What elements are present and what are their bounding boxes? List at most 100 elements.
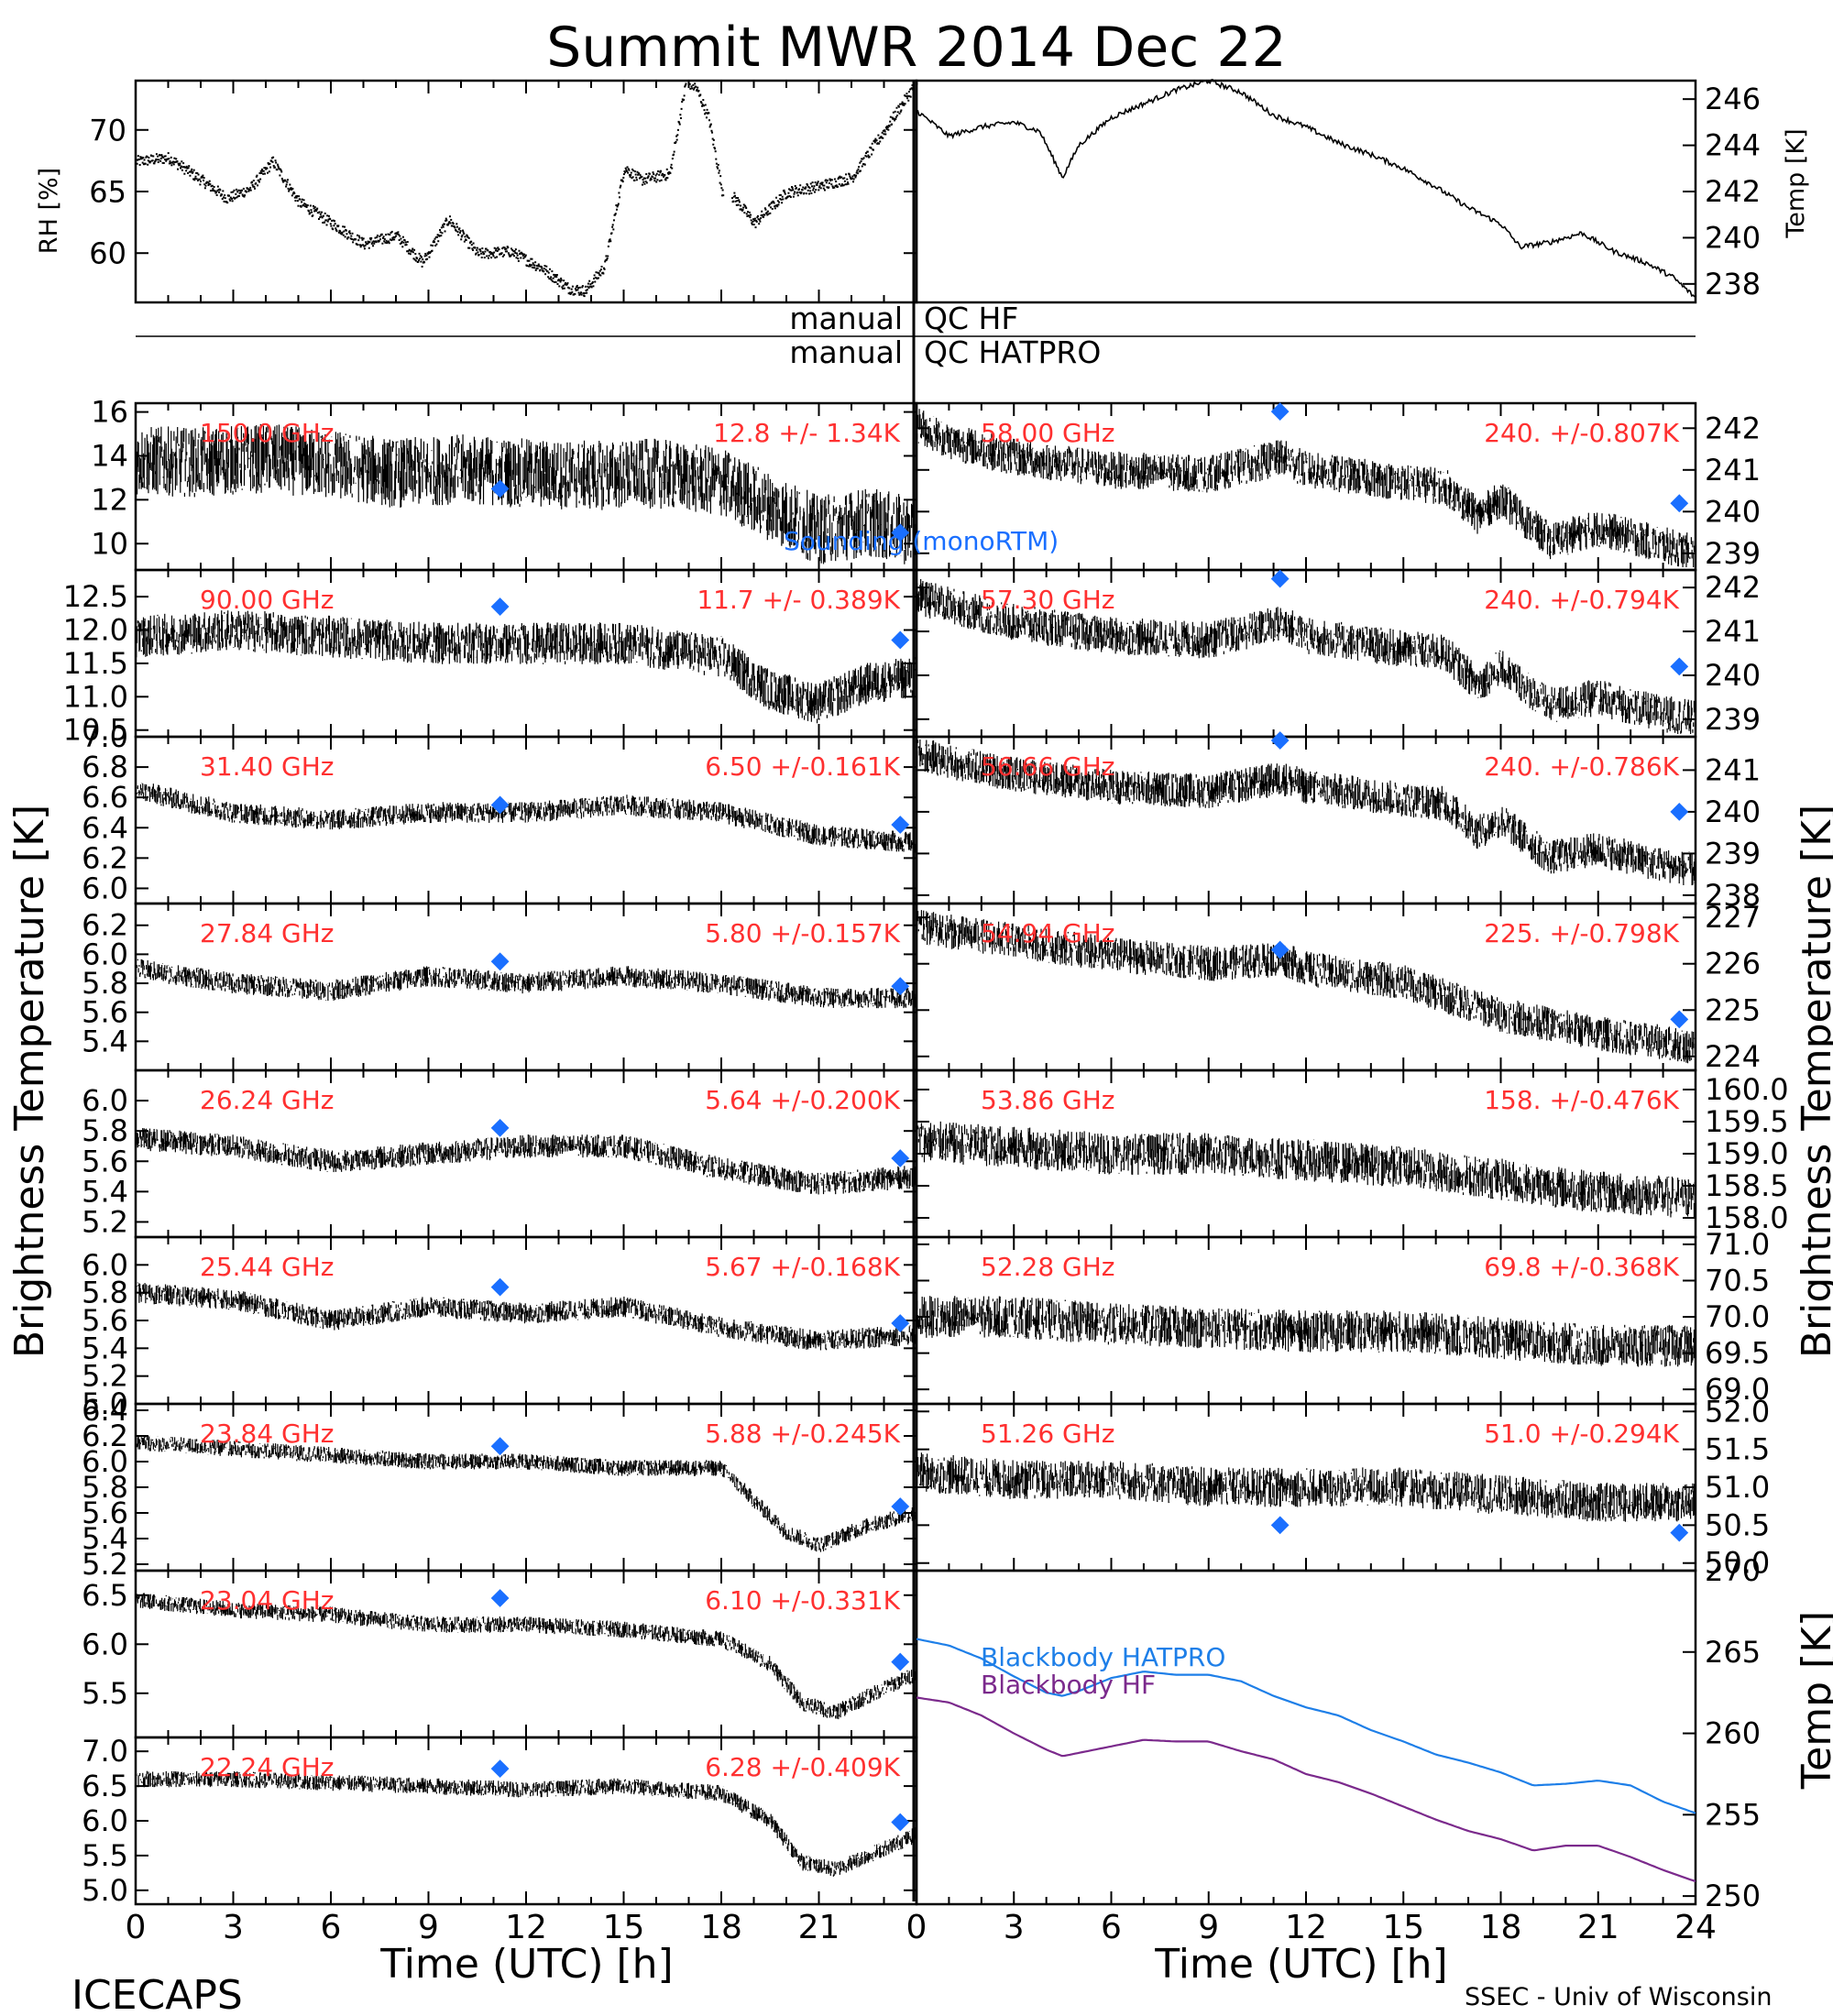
rh-point [345,236,346,237]
rh-point [749,216,751,218]
rh-point [158,159,159,160]
rh-point [200,181,202,182]
rh-point [752,224,753,225]
rh-point [152,155,154,157]
rh-point [769,203,771,205]
rh-point [156,153,158,155]
rh-point [576,285,578,287]
rh-point [329,218,331,220]
rh-point [472,249,474,251]
rh-point [568,287,570,289]
y-tick-label: 6.8 [82,750,128,784]
rh-point [796,187,797,189]
rh-point [895,118,896,120]
y-tick-label: 6.2 [82,908,128,943]
rh-point [222,190,224,192]
rh-point [820,187,822,189]
rh-point [365,241,367,243]
rh-point [286,181,288,183]
rh-point [275,159,277,161]
rh-point [732,201,734,203]
rh-point [811,185,813,187]
sounding-marker [891,816,909,834]
rh-point [636,179,638,181]
rh-point [582,292,584,294]
rh-point [285,186,287,188]
rh-point [488,257,489,259]
rh-point [180,167,181,169]
rh-point [177,169,179,170]
rh-point [481,247,483,249]
rh-point [746,213,748,214]
rh-point [635,177,637,179]
rh-point [263,170,265,172]
rh-point [611,232,613,234]
rh-point [775,197,777,199]
rh-point [509,254,510,256]
rh-point [873,149,874,151]
rh-point [456,226,458,228]
rh-point [228,195,230,197]
rh-point [866,156,868,158]
rh-point [501,252,503,254]
rh-point [168,158,170,159]
rh-point [236,189,237,191]
rh-point [541,268,543,269]
rh-point [774,207,776,209]
rh-point [679,124,681,126]
rh-point [330,225,332,227]
rh-point [843,184,845,186]
rh-point [782,198,784,200]
rh-point [322,216,324,218]
rh-point [615,213,617,214]
rh-point [138,159,140,160]
rh-point [232,200,234,202]
rh-point [418,259,420,261]
rh-point [327,221,329,223]
rh-point [424,253,426,255]
rh-point [404,239,406,241]
rh-point [342,225,344,227]
rh-point [440,231,442,233]
rh-point [335,230,337,232]
rh-point [612,224,614,225]
rh-point [906,95,907,97]
rh-point [181,160,182,162]
rh-point [851,178,853,180]
rh-point [187,172,189,174]
rh-point [389,234,390,236]
rh-point [324,213,326,214]
rh-point [175,158,177,159]
rh-point [332,228,334,230]
rh-point [678,122,680,124]
rh-point [893,117,895,119]
rh-point [882,137,884,139]
rh-point [261,169,263,170]
rh-point [487,249,488,251]
rh-point [532,262,534,264]
rh-point [183,173,185,175]
rh-point [669,172,671,174]
rh-point [379,238,381,240]
rh-point [879,140,881,142]
rh-point [843,177,845,179]
rh-point [170,162,171,164]
channel-points [136,610,916,723]
rh-point [251,181,253,183]
rh-point [826,181,828,183]
rh-point [341,233,343,235]
rh-point [561,279,563,281]
rh-point [202,177,203,179]
rh-point [521,253,523,255]
rh-point [275,162,277,164]
rh-point [618,192,620,193]
rh-point [326,214,328,216]
rh-point [457,234,459,236]
rh-point [430,245,432,247]
rh-point [203,177,205,179]
rh-point [172,161,174,163]
rh-point [781,202,783,203]
rh-point [780,194,782,196]
rh-point [585,286,587,288]
rh-point [534,261,536,263]
